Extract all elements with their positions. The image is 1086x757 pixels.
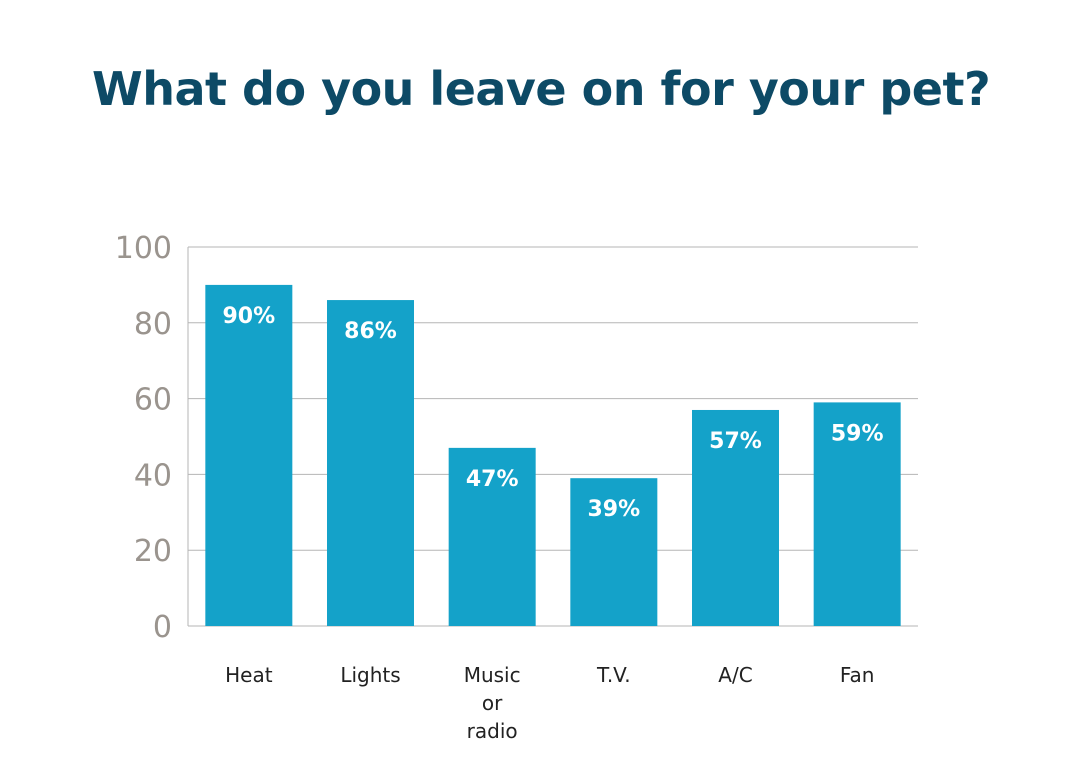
- x-tick-label: Lights: [340, 663, 400, 687]
- bar: [813, 402, 901, 626]
- bar-value-label: 90%: [222, 304, 275, 329]
- bar-value-label: 57%: [709, 429, 762, 454]
- y-tick-label: 20: [134, 534, 172, 569]
- y-tick-label: 100: [115, 231, 172, 266]
- bar: [448, 447, 536, 626]
- x-tick-label: or: [482, 691, 503, 715]
- y-tick-label: 60: [134, 383, 172, 418]
- bar: [205, 284, 293, 626]
- chart-title: What do you leave on for your pet?: [92, 62, 991, 116]
- bars: [205, 284, 901, 626]
- x-axis: Heat Lights Music or radio T.V. A/C Fan: [225, 663, 874, 743]
- bar-value-label: 86%: [344, 319, 397, 344]
- y-tick-label: 80: [134, 307, 172, 342]
- x-tick-label: Heat: [225, 663, 273, 687]
- x-tick-label: T.V.: [596, 663, 631, 687]
- bar-value-label: 47%: [466, 467, 519, 492]
- y-axis: 0 20 40 60 80 100: [115, 231, 189, 645]
- x-tick-label: Fan: [840, 663, 875, 687]
- x-tick-label: A/C: [718, 663, 752, 687]
- y-tick-label: 40: [134, 458, 172, 493]
- gridlines: [188, 246, 918, 627]
- bar-value-label: 39%: [587, 497, 640, 522]
- bar: [327, 300, 414, 626]
- bar: [570, 478, 658, 626]
- x-tick-label: Music: [464, 663, 521, 687]
- bar: [692, 409, 779, 626]
- bar-value-label: 59%: [831, 421, 884, 446]
- y-tick-label: 0: [153, 610, 172, 645]
- x-tick-label: radio: [467, 719, 518, 743]
- bar-value-labels: 90% 86% 47% 39% 57% 59%: [222, 304, 883, 522]
